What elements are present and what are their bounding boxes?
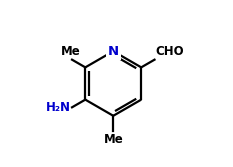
Text: Me: Me <box>103 133 123 146</box>
Text: CHO: CHO <box>155 45 184 58</box>
Text: N: N <box>108 45 119 58</box>
Text: Me: Me <box>61 45 81 58</box>
Text: H₂N: H₂N <box>46 101 71 114</box>
